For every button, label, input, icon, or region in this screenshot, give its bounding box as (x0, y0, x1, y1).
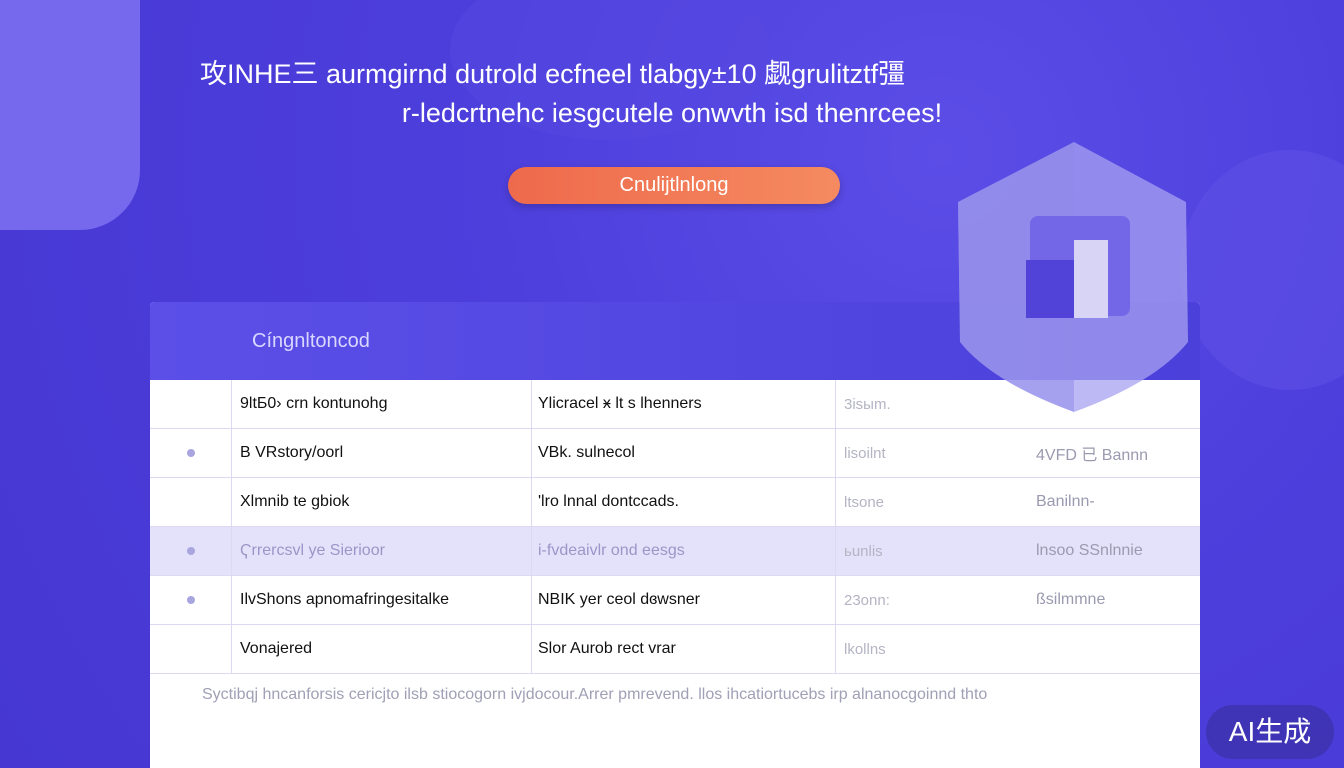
cell-value: ltsone (844, 493, 885, 511)
cell-description: VBk. sulnecol (532, 429, 836, 477)
decorative-blob (450, 0, 770, 140)
cta-button[interactable]: Cnulijtlnlong (508, 167, 840, 204)
table-row[interactable]: B VRstory/oorl VBk. sulnecol lisoilnt 4V… (150, 429, 1200, 478)
cell-description: Ylicracel ӿ lt s lhenners (532, 380, 836, 428)
ai-generated-badge: AI生成 (1206, 705, 1334, 759)
cell-description: NBIK yer ceol dɞwsner (532, 576, 836, 624)
data-table: 9ltБ0› crn kontunohg Ylicracel ӿ lt s lh… (150, 380, 1200, 674)
cell-value: 23onn: (844, 591, 890, 609)
bullet-icon (186, 547, 195, 555)
cell-name: B VRstory/oorl (232, 429, 532, 477)
shield-lock-icon (958, 142, 1188, 412)
cell-name: IlvShons apnomafringesitalke (232, 576, 532, 624)
table-row[interactable]: Vonajered Slor Aurob rect vrar lkollns (150, 625, 1200, 674)
decorative-blob (0, 0, 140, 230)
panel-footer-text: Syctibqj hncanforsis cericjto ilsb stioc… (202, 686, 988, 703)
cell-name: Xlmnib te gbiok (232, 478, 532, 526)
cell-name: 9ltБ0› crn kontunohg (232, 380, 532, 428)
row-marker-cell (150, 625, 232, 673)
row-marker-cell (150, 576, 232, 624)
cell-value: 3isыm. (844, 395, 891, 413)
cell-description: 'lro lnnal dontccads. (532, 478, 836, 526)
cell-description: i-fvdeaivlr ond eesgs (532, 527, 836, 575)
table-row[interactable]: Ҁrrercsvl ye Sierioor i-fvdeaivlr ond ee… (150, 527, 1200, 576)
table-row[interactable]: Xlmnib te gbiok 'lro lnnal dontccads. lt… (150, 478, 1200, 527)
row-marker-cell (150, 429, 232, 477)
cell-description: Slor Aurob rect vrar (532, 625, 836, 673)
cell-status: lnsoo SSnlnnie (1036, 542, 1143, 559)
cell-status (1006, 625, 1200, 673)
cell-value: lkollns (844, 640, 886, 658)
cell-status: ßsilmmne (1036, 591, 1106, 608)
cell-name: Ҁrrercsvl ye Sierioor (232, 527, 532, 575)
bullet-icon (186, 449, 195, 457)
hero-headline: 攻INHE三 aurmgirnd dutrold ecfneel tlabgy±… (200, 59, 906, 89)
bullet-icon (186, 596, 195, 604)
cell-status: Banilnn- (1036, 493, 1095, 510)
table-row[interactable]: IlvShons apnomafringesitalke NBIK yer ce… (150, 576, 1200, 625)
row-marker-cell (150, 478, 232, 526)
cell-value: ьunlis (844, 542, 883, 560)
row-marker-cell (150, 527, 232, 575)
cell-value: lisoilnt (844, 444, 886, 462)
row-marker-cell (150, 380, 232, 428)
cell-name: Vonajered (232, 625, 532, 673)
decorative-blob (1180, 150, 1344, 390)
table-row[interactable]: 9ltБ0› crn kontunohg Ylicracel ӿ lt s lh… (150, 380, 1200, 429)
cell-status: 4VFD 已 Bannn (1036, 447, 1149, 464)
hero-subheadline: r-ledcrtnehc iesgcutele onwvth isd thenr… (401, 98, 943, 128)
